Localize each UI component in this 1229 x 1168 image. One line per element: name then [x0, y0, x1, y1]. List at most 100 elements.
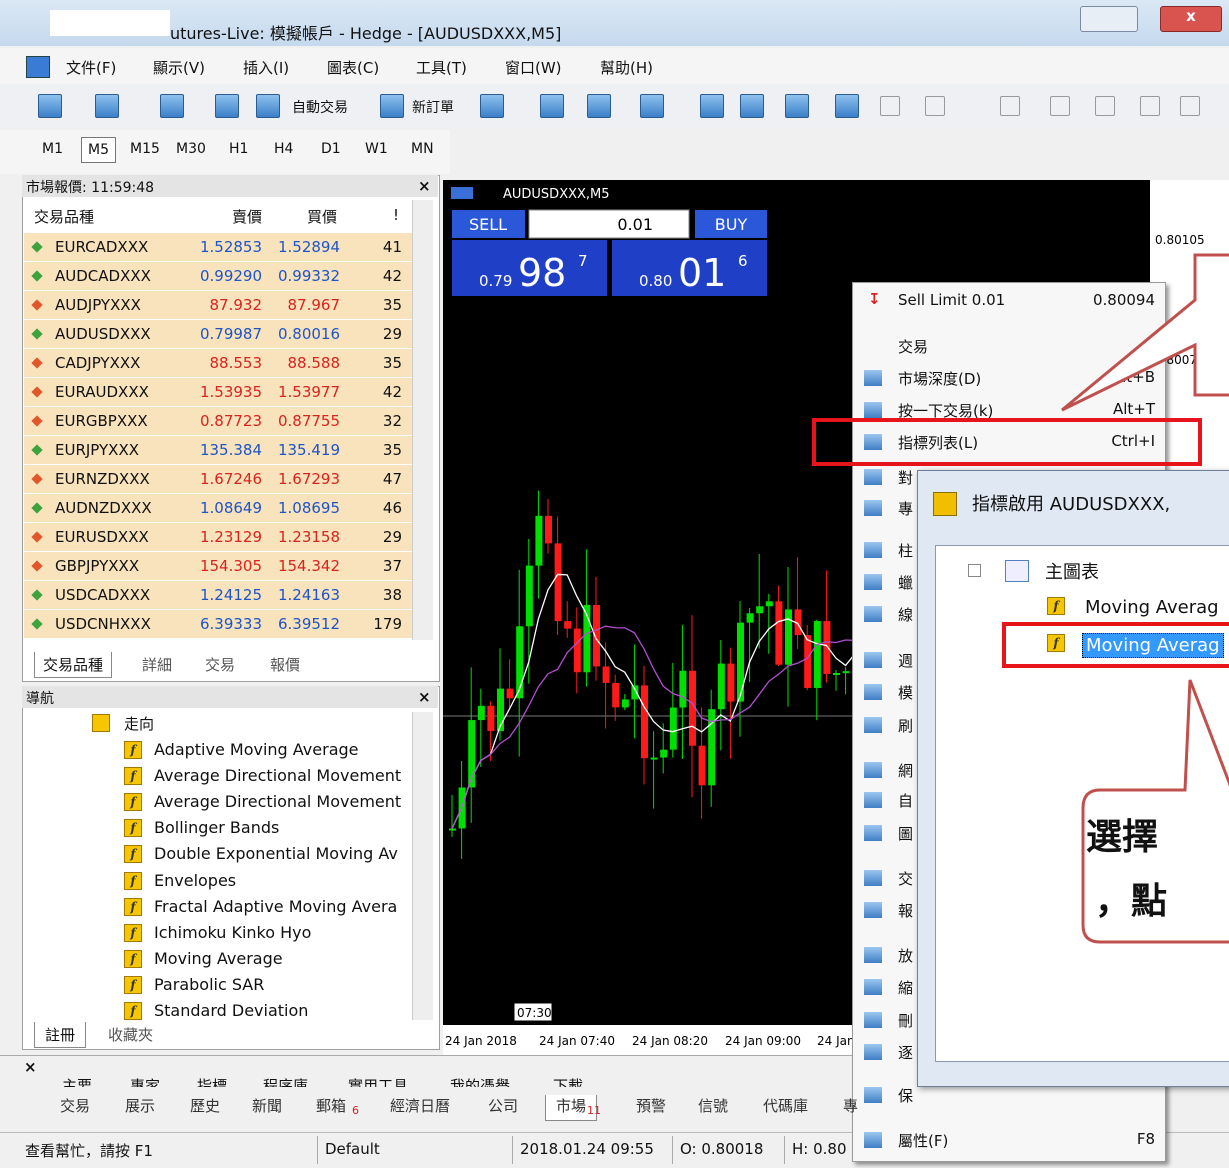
tab[interactable]: 指標: [197, 1077, 228, 1087]
tab[interactable]: 市場: [545, 1095, 598, 1121]
tab[interactable]: 交易: [205, 656, 236, 674]
bid: 0.87723: [199, 412, 262, 430]
menu-item[interactable]: 蠟: [898, 574, 914, 592]
menu-item[interactable]: 指標列表(L): [898, 434, 979, 452]
menu-item[interactable]: 自: [898, 792, 914, 810]
menu-item[interactable]: 文件(F): [66, 59, 117, 77]
menu-item[interactable]: 對: [898, 469, 914, 487]
timeframe-button[interactable]: H1: [229, 141, 249, 157]
column-header: !: [393, 206, 400, 224]
menu-item[interactable]: 專: [898, 500, 914, 518]
menu-item[interactable]: 屬性(F): [898, 1132, 949, 1150]
menu-item[interactable]: Sell Limit 0.01: [898, 291, 1006, 309]
tab[interactable]: 我的憑譽: [450, 1077, 511, 1087]
close-icon[interactable]: ×: [418, 177, 431, 195]
menu-icon: [864, 762, 882, 778]
tab[interactable]: 程序庫: [263, 1077, 309, 1087]
menu-item[interactable]: 縮: [898, 979, 914, 997]
tab[interactable]: 展示: [125, 1097, 156, 1115]
candle: [525, 565, 533, 627]
tab[interactable]: 主要: [62, 1077, 93, 1087]
menu-item[interactable]: 工具(T): [416, 59, 467, 77]
tab[interactable]: 公司: [488, 1097, 519, 1115]
toolbar-button[interactable]: 自動交易: [292, 100, 348, 116]
menu-item[interactable]: 保: [898, 1087, 914, 1105]
timeframe-button[interactable]: M5: [81, 137, 116, 163]
toolbar-icon: [380, 94, 404, 118]
tab[interactable]: 歷史: [190, 1097, 221, 1115]
menu-icon: [864, 979, 882, 995]
candle: [612, 682, 620, 708]
timeframe-button[interactable]: MN: [411, 141, 434, 157]
close-button[interactable]: x: [1160, 6, 1222, 32]
menu-item[interactable]: 插入(I): [243, 59, 290, 77]
candle: [746, 613, 754, 623]
menu-item[interactable]: 週: [898, 652, 914, 670]
tab[interactable]: 實用工具: [348, 1077, 409, 1087]
menu-item[interactable]: 報: [898, 902, 914, 920]
menu-item[interactable]: 窗口(W): [505, 59, 562, 77]
time-label: 24 Jan 08:20: [632, 1034, 708, 1048]
separator: [512, 1136, 513, 1164]
menu-item[interactable]: 柱: [898, 542, 914, 560]
menu-item[interactable]: 逐: [898, 1044, 914, 1062]
bid: 1.23129: [199, 528, 262, 546]
tab[interactable]: 註冊: [34, 1022, 87, 1048]
tab[interactable]: 下載: [553, 1077, 584, 1087]
menu-item[interactable]: 按一下交易(k): [898, 402, 994, 420]
candle: [823, 621, 831, 674]
menu-icon: [864, 1044, 882, 1060]
tab[interactable]: 交易品種: [34, 652, 113, 678]
menu-icon: [864, 574, 882, 590]
menu-icon: [864, 947, 882, 963]
bid: 0.79987: [199, 325, 262, 343]
close-icon[interactable]: ×: [418, 688, 431, 706]
tab[interactable]: 經濟日曆: [390, 1097, 451, 1115]
tab[interactable]: 代碼庫: [763, 1097, 809, 1115]
candle: [842, 671, 850, 674]
tab[interactable]: 郵箱: [316, 1097, 347, 1115]
tab[interactable]: 專: [843, 1097, 859, 1115]
menu-item[interactable]: 線: [898, 606, 914, 624]
menu-item[interactable]: 圖: [898, 825, 914, 843]
tab[interactable]: 新聞: [252, 1097, 283, 1115]
navigator-title: 導航: [26, 691, 54, 707]
ask: 1.52894: [277, 238, 340, 256]
menu-item[interactable]: 交易: [898, 338, 929, 356]
tab[interactable]: 專家: [130, 1077, 161, 1087]
timeframe-button[interactable]: W1: [365, 141, 388, 157]
toolbar-button[interactable]: 新訂單: [412, 100, 454, 116]
indicator-icon: f: [124, 975, 142, 994]
timeframe-button[interactable]: D1: [321, 141, 341, 157]
tab[interactable]: 預警: [636, 1097, 667, 1115]
candle: [775, 601, 783, 665]
navigator: [22, 686, 440, 1050]
menu-item[interactable]: 市場深度(D): [898, 370, 982, 388]
tab[interactable]: 報價: [270, 656, 301, 674]
menu-item[interactable]: 幫助(H): [600, 59, 653, 77]
candle: [487, 705, 495, 731]
window-controls[interactable]: [1080, 6, 1138, 32]
tab[interactable]: 詳細: [142, 656, 173, 674]
menu-item[interactable]: 刪: [898, 1012, 914, 1030]
separator: [784, 1136, 785, 1164]
menu-item[interactable]: 放: [898, 947, 914, 965]
menu-item[interactable]: 圖表(C): [327, 59, 380, 77]
menu-item[interactable]: 顯示(V): [153, 59, 205, 77]
timeframe-button[interactable]: M30: [176, 141, 206, 157]
tab[interactable]: 收藏夾: [108, 1026, 154, 1044]
market-watch-header: [22, 175, 438, 197]
menu-item[interactable]: 網: [898, 762, 914, 780]
candle: [727, 663, 735, 702]
navigator-item: Double Exponential Moving Av: [154, 844, 398, 864]
candle: [765, 601, 773, 607]
timeframe-button[interactable]: H4: [274, 141, 294, 157]
menu-item[interactable]: 模: [898, 684, 914, 702]
timeframe-button[interactable]: M1: [42, 141, 63, 157]
tab[interactable]: 信號: [698, 1097, 729, 1115]
menu-item[interactable]: 交: [898, 870, 914, 888]
tab[interactable]: 交易: [60, 1097, 91, 1115]
redaction: [50, 10, 170, 36]
menu-item[interactable]: 刷: [898, 717, 914, 735]
timeframe-button[interactable]: M15: [130, 141, 160, 157]
